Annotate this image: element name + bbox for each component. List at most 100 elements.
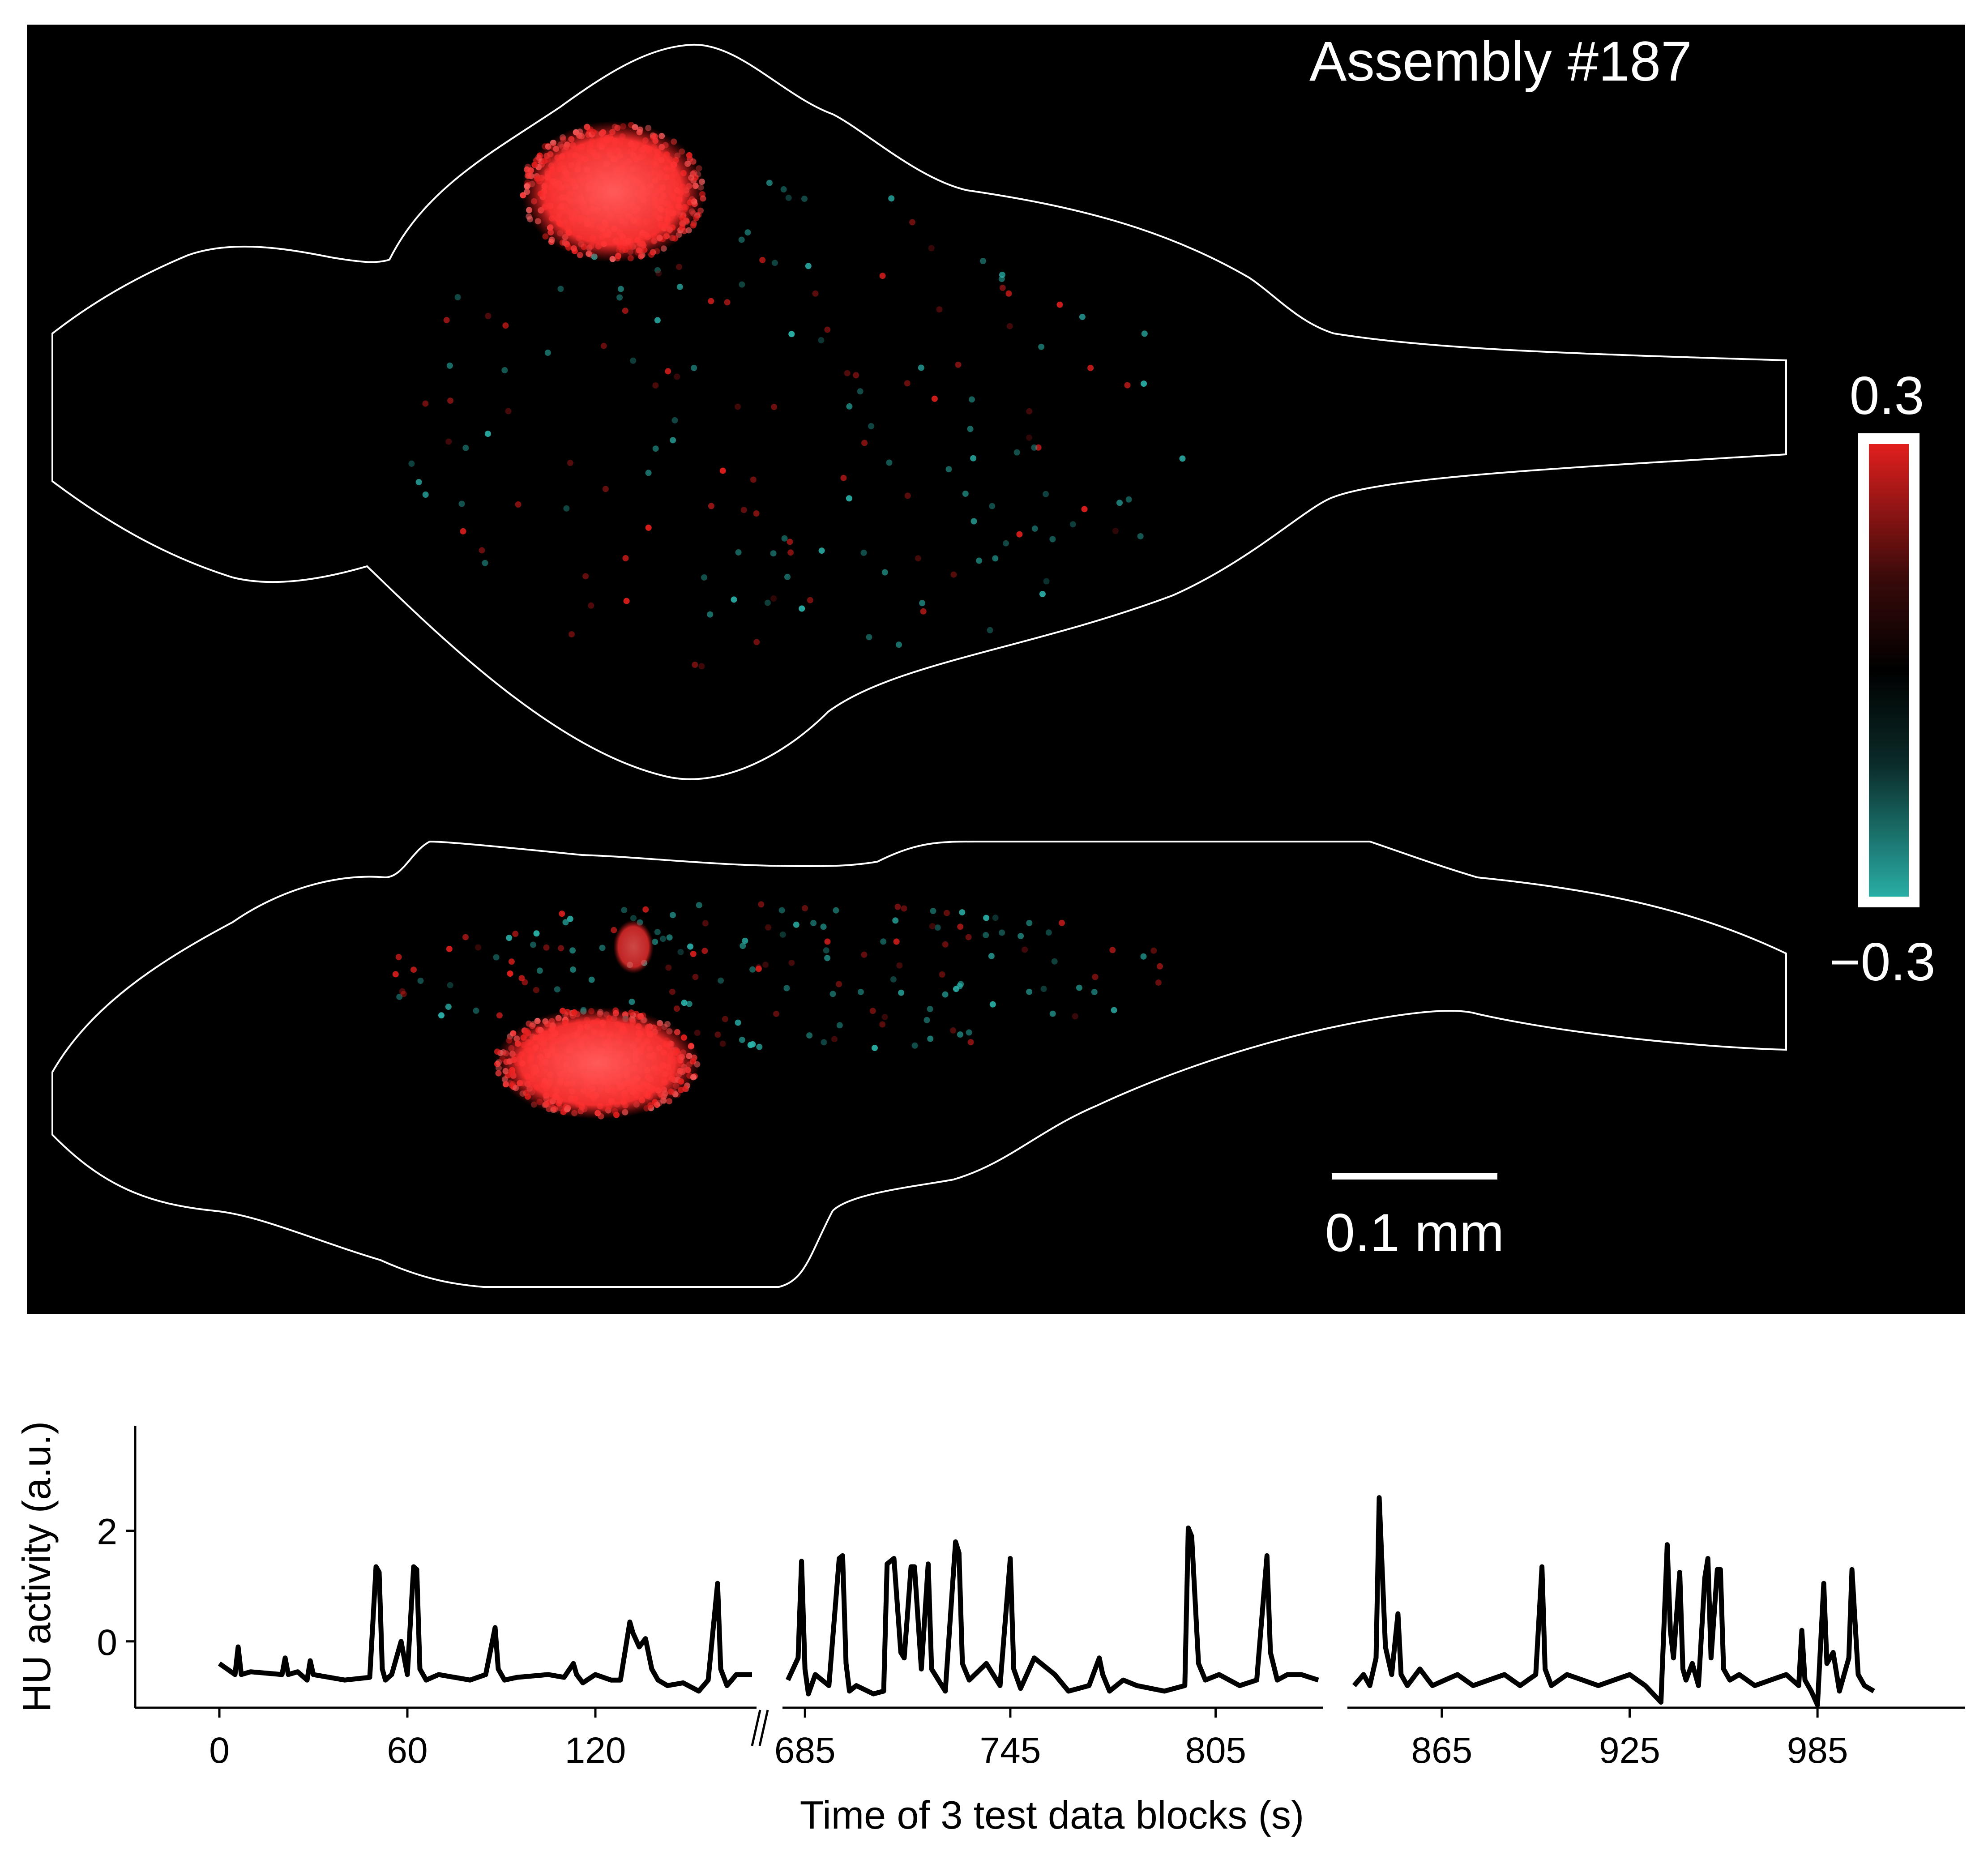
axis-break-marker xyxy=(751,1710,769,1746)
neuron-dot xyxy=(473,1007,479,1014)
neuron-dot xyxy=(445,1004,452,1010)
neuron-dot xyxy=(821,1039,827,1046)
neuron-dot xyxy=(988,953,995,959)
neuron-dot xyxy=(857,388,864,395)
neuron-dot xyxy=(980,258,986,265)
neuron-dot xyxy=(880,938,887,945)
neuron-dot xyxy=(738,236,745,243)
neuron-dot xyxy=(788,959,795,966)
neuron-dot xyxy=(888,195,895,202)
neuron-dot xyxy=(686,1000,693,1007)
neuron-dot xyxy=(820,923,827,930)
neuron-dot xyxy=(458,500,465,507)
neuron-dot xyxy=(1141,380,1147,387)
neuron-dot xyxy=(1125,496,1132,503)
neuron-dot xyxy=(676,264,682,270)
neuron-dot xyxy=(617,286,624,292)
neuron-dot xyxy=(628,999,635,1005)
neuron-dot xyxy=(992,915,999,921)
neuron-dot xyxy=(530,941,536,948)
neuron-dot xyxy=(969,396,975,403)
neuron-dot xyxy=(901,905,907,912)
neuron-dot xyxy=(1179,455,1186,462)
neuron-dot xyxy=(1049,536,1056,543)
x-axis-label: Time of 3 test data blocks (s) xyxy=(800,1793,1304,1837)
neuron-dot xyxy=(787,549,794,556)
neuron-dot xyxy=(396,993,403,1000)
neuron-dot xyxy=(622,555,629,561)
neuron-dot xyxy=(1076,984,1082,991)
neuron-dot xyxy=(1059,919,1065,926)
neuron-dot xyxy=(559,910,565,917)
neuron-dot xyxy=(942,941,949,948)
neuron-dot xyxy=(1026,988,1033,995)
neuron-dot xyxy=(824,938,831,945)
neuron-dot xyxy=(762,962,769,968)
neuron-dot xyxy=(1026,434,1032,441)
neuron-dot xyxy=(928,245,935,252)
neuron-dot xyxy=(708,298,714,304)
neuron-dot xyxy=(512,931,519,937)
neuron-dot xyxy=(691,365,697,371)
neuron-dot xyxy=(655,270,662,277)
neuron-dot xyxy=(866,634,872,641)
x-tick-label: 865 xyxy=(1411,1730,1472,1771)
neuron-dot xyxy=(493,954,500,961)
neuron-dot xyxy=(970,518,977,525)
neuron-dot xyxy=(567,915,573,922)
neuron-dot xyxy=(1116,500,1123,506)
neuron-dot xyxy=(731,596,737,603)
neuron-dot xyxy=(446,945,453,952)
neuron-dot xyxy=(501,367,508,373)
neuron-dot xyxy=(999,271,1005,278)
brain-outline-side-view xyxy=(51,840,1787,1288)
neuron-dot xyxy=(788,331,795,338)
neuron-dot xyxy=(881,569,888,576)
neuron-dot xyxy=(485,312,492,319)
neuron-dot xyxy=(692,662,698,668)
neuron-dot xyxy=(588,602,594,609)
neuron-dot xyxy=(507,970,513,977)
neuron-dot xyxy=(959,909,966,916)
neuron-dot xyxy=(1140,953,1147,960)
neuron-dot xyxy=(833,907,839,914)
neuron-dot xyxy=(522,979,528,986)
neuron-dot xyxy=(1022,946,1028,953)
neuron-dot xyxy=(1026,408,1033,415)
neuron-dot xyxy=(755,966,762,972)
neuron-dot xyxy=(759,256,766,263)
activity-traces xyxy=(218,1495,1875,1708)
neuron-dot xyxy=(915,555,921,562)
neuron-dot xyxy=(744,229,751,236)
neuron-dot xyxy=(740,507,747,513)
neuron-dot xyxy=(735,1019,741,1026)
neuron-dot xyxy=(588,976,595,983)
neuron-dot xyxy=(665,368,671,375)
neuron-dot xyxy=(616,294,623,301)
neuron-dot xyxy=(445,438,452,445)
neuron-dot xyxy=(569,631,575,637)
neuron-dot xyxy=(923,1017,930,1023)
neuron-dot xyxy=(1018,933,1024,940)
neuron-dot xyxy=(879,273,886,279)
neuron-dot xyxy=(939,971,945,978)
neuron-dot xyxy=(1081,506,1088,513)
neuron-dot xyxy=(505,408,512,415)
neuron-dot xyxy=(652,939,658,945)
neuron-dot xyxy=(806,1032,813,1039)
neuron-dot xyxy=(536,967,543,974)
neuron-dot xyxy=(802,905,808,911)
neuron-dot xyxy=(1150,947,1157,954)
neuron-dot xyxy=(893,938,900,945)
neuron-dot xyxy=(652,382,659,389)
neuron-dot xyxy=(911,1042,918,1049)
neuron-dot xyxy=(927,1035,934,1042)
neuron-dot xyxy=(739,281,745,288)
neuron-dot xyxy=(824,326,831,333)
neuron-dot xyxy=(805,263,812,269)
neuron-dot xyxy=(807,597,813,603)
neuron-dot xyxy=(674,1005,680,1012)
neuron-dot xyxy=(966,1029,972,1036)
neuron-dot xyxy=(1031,444,1038,451)
